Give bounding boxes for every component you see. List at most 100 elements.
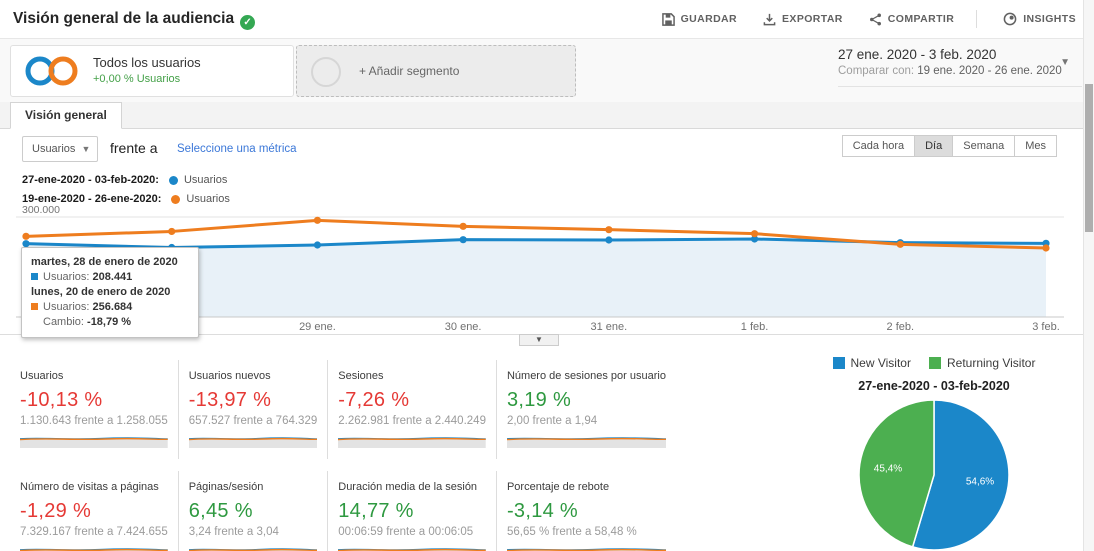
metric-card-detail: 3,24 frente a 3,04 (188, 526, 279, 538)
metric-dropdown[interactable]: Usuarios ▼ (22, 136, 99, 162)
tooltip-square-blue-icon (31, 273, 38, 280)
add-segment-button[interactable]: + Añadir segmento (296, 45, 576, 97)
export-button-label: EXPORTAR (782, 13, 843, 25)
pie-legend-label-returning: Returning Visitor (946, 356, 1036, 370)
legend-row-current: 27-ene-2020 - 03-feb-2020: Usuarios (22, 172, 230, 188)
select-metric-link[interactable]: Seleccione una métrica (177, 143, 297, 155)
metric-card-sparkline (506, 548, 666, 551)
metric-card-label: Número de sesiones por usuario (506, 370, 666, 382)
tooltip-value-current: 208.441 (92, 271, 133, 283)
metric-card-detail: 7.329.167 frente a 7.424.655 (20, 526, 168, 538)
data-point[interactable] (22, 240, 30, 248)
data-point[interactable] (605, 236, 613, 244)
compare-prefix: Comparar con: (838, 65, 915, 77)
metric-card-detail: 00:06:59 frente a 00:06:05 (338, 526, 474, 538)
data-point[interactable] (750, 230, 759, 238)
versus-label: frente a (110, 140, 158, 156)
metric-card-label: Usuarios nuevos (188, 370, 271, 382)
data-point[interactable] (459, 222, 467, 230)
granularity-buttons: Cada hora Día Semana Mes (841, 135, 1057, 157)
metric-card-rebote[interactable]: Porcentaje de rebote -3,14 % 56,65 % fre… (497, 471, 676, 551)
data-point[interactable] (313, 241, 322, 249)
data-point[interactable] (168, 227, 176, 236)
tab-bar: Visión general (0, 102, 1094, 129)
pie-slice-new-visitor (911, 399, 1010, 551)
data-point[interactable] (896, 240, 904, 248)
actions-separator (976, 10, 978, 28)
segment-subtitle: +0,00 % Usuarios (93, 73, 181, 85)
x-axis-label: 31 ene. (591, 321, 628, 333)
data-point[interactable] (313, 216, 322, 224)
share-button-label: COMPARTIR (887, 13, 955, 25)
metric-card-duracion-sesion[interactable]: Duración media de la sesión 14,77 % 00:0… (328, 471, 497, 551)
metric-card-usuarios[interactable]: Usuarios -10,13 % 1.130.643 frente a 1.2… (10, 360, 179, 459)
metric-card-percent: -10,13 % (20, 389, 103, 411)
metric-card-percent: 6,45 % (188, 500, 253, 522)
data-point[interactable] (1042, 244, 1050, 252)
metric-card-sparkline (188, 437, 318, 448)
metric-card-label: Sesiones (338, 370, 384, 382)
metric-card-percent: 3,19 % (506, 389, 572, 411)
page-title-text: Visión general de la audiencia (13, 10, 235, 27)
page-scrollbar[interactable] (1083, 0, 1094, 551)
legend-row-previous: 19-ene-2020 - 26-ene-2020: Usuarios (22, 191, 230, 207)
metric-card-detail: 2.262.981 frente a 2.440.249 (338, 415, 486, 427)
tooltip-date-current: martes, 28 de enero de 2020 (31, 256, 178, 268)
metric-card-sesiones[interactable]: Sesiones -7,26 % 2.262.981 frente a 2.44… (328, 360, 497, 459)
pie-legend: New Visitor Returning Visitor (788, 356, 1080, 370)
x-axis-label: 2 feb. (887, 321, 915, 333)
metric-card-visitas-paginas[interactable]: Número de visitas a páginas -1,29 % 7.32… (10, 471, 179, 551)
segment-bar: Todos los usuarios +0,00 % Usuarios + Añ… (0, 39, 1094, 102)
data-point[interactable] (22, 232, 30, 240)
date-range-value: 27 ene. 2020 - 3 feb. 2020 (838, 47, 997, 62)
scrollbar-thumb[interactable] (1085, 84, 1093, 232)
metric-card-detail: 657.527 frente a 764.329 (188, 415, 318, 427)
segment-rings-icon (23, 53, 81, 94)
chart-tooltip: martes, 28 de enero de 2020 Usuarios: 20… (21, 247, 199, 338)
metric-card-sparkline (19, 548, 168, 551)
metric-card-label: Número de visitas a páginas (20, 481, 159, 493)
segment-all-users[interactable]: Todos los usuarios +0,00 % Usuarios (10, 45, 294, 97)
tab-overview[interactable]: Visión general (10, 102, 122, 129)
metric-card-usuarios-nuevos[interactable]: Usuarios nuevos -13,97 % 657.527 frente … (179, 360, 329, 459)
legend-dot-blue-icon (168, 175, 178, 185)
chart-expander-button[interactable]: ▼ (519, 334, 559, 346)
granularity-hourly-button[interactable]: Cada hora (841, 135, 916, 157)
data-point[interactable] (605, 226, 613, 234)
legend-date-current: 27-ene-2020 - 03-feb-2020: (22, 174, 159, 186)
share-button[interactable]: COMPARTIR (869, 13, 954, 26)
timeseries-chart[interactable]: 300.000...28 ene.29 ene.30 ene.31 ene.1 … (16, 203, 1066, 333)
save-button[interactable]: GUARDAR (661, 12, 737, 26)
x-axis-label: 1 feb. (741, 321, 769, 333)
metric-card-label: Páginas/sesión (188, 481, 264, 493)
tooltip-change-row: Cambio: -18,79 % (31, 315, 189, 330)
timeseries-chart-svg[interactable]: 300.000...28 ene.29 ene.30 ene.31 ene.1 … (16, 203, 1066, 333)
insights-button-label: INSIGHTS (1023, 13, 1076, 25)
tooltip-square-orange-icon (31, 303, 38, 310)
metric-card-percent: -13,97 % (188, 389, 272, 411)
metric-card-paginas-sesion[interactable]: Páginas/sesión 6,45 % 3,24 frente a 3,04 (179, 471, 329, 551)
granularity-month-button[interactable]: Mes (1014, 135, 1057, 157)
granularity-week-button[interactable]: Semana (952, 135, 1016, 157)
export-button[interactable]: EXPORTAR (763, 13, 843, 26)
download-icon (763, 13, 776, 26)
granularity-day-button[interactable]: Día (914, 135, 954, 157)
tooltip-value-previous: 256.684 (92, 301, 133, 313)
date-compare-row: Comparar con: 19 ene. 2020 - 26 ene. 202… (838, 65, 1082, 77)
metric-card-percent: -3,14 % (506, 500, 578, 522)
metric-card-detail: 2,00 frente a 1,94 (506, 415, 598, 427)
pie-title: 27-ene-2020 - 03-feb-2020 (858, 379, 1010, 393)
pie-legend-label-new: New Visitor (850, 356, 911, 370)
add-segment-circle-icon (311, 57, 341, 87)
metric-card-sparkline (338, 548, 486, 551)
insights-button[interactable]: INSIGHTS (1003, 12, 1076, 26)
metric-card-percent: -1,29 % (20, 500, 92, 522)
date-range-caret-icon[interactable]: ▼ (1060, 57, 1070, 68)
data-point[interactable] (750, 235, 759, 243)
x-axis-label: 3 feb. (1032, 321, 1060, 333)
metric-card-label: Usuarios (20, 370, 64, 382)
data-point[interactable] (459, 236, 467, 244)
date-range-selector[interactable]: 27 ene. 2020 - 3 feb. 2020 Comparar con:… (838, 47, 1082, 87)
metric-card-sesiones-por-usuario[interactable]: Número de sesiones por usuario 3,19 % 2,… (497, 360, 676, 459)
